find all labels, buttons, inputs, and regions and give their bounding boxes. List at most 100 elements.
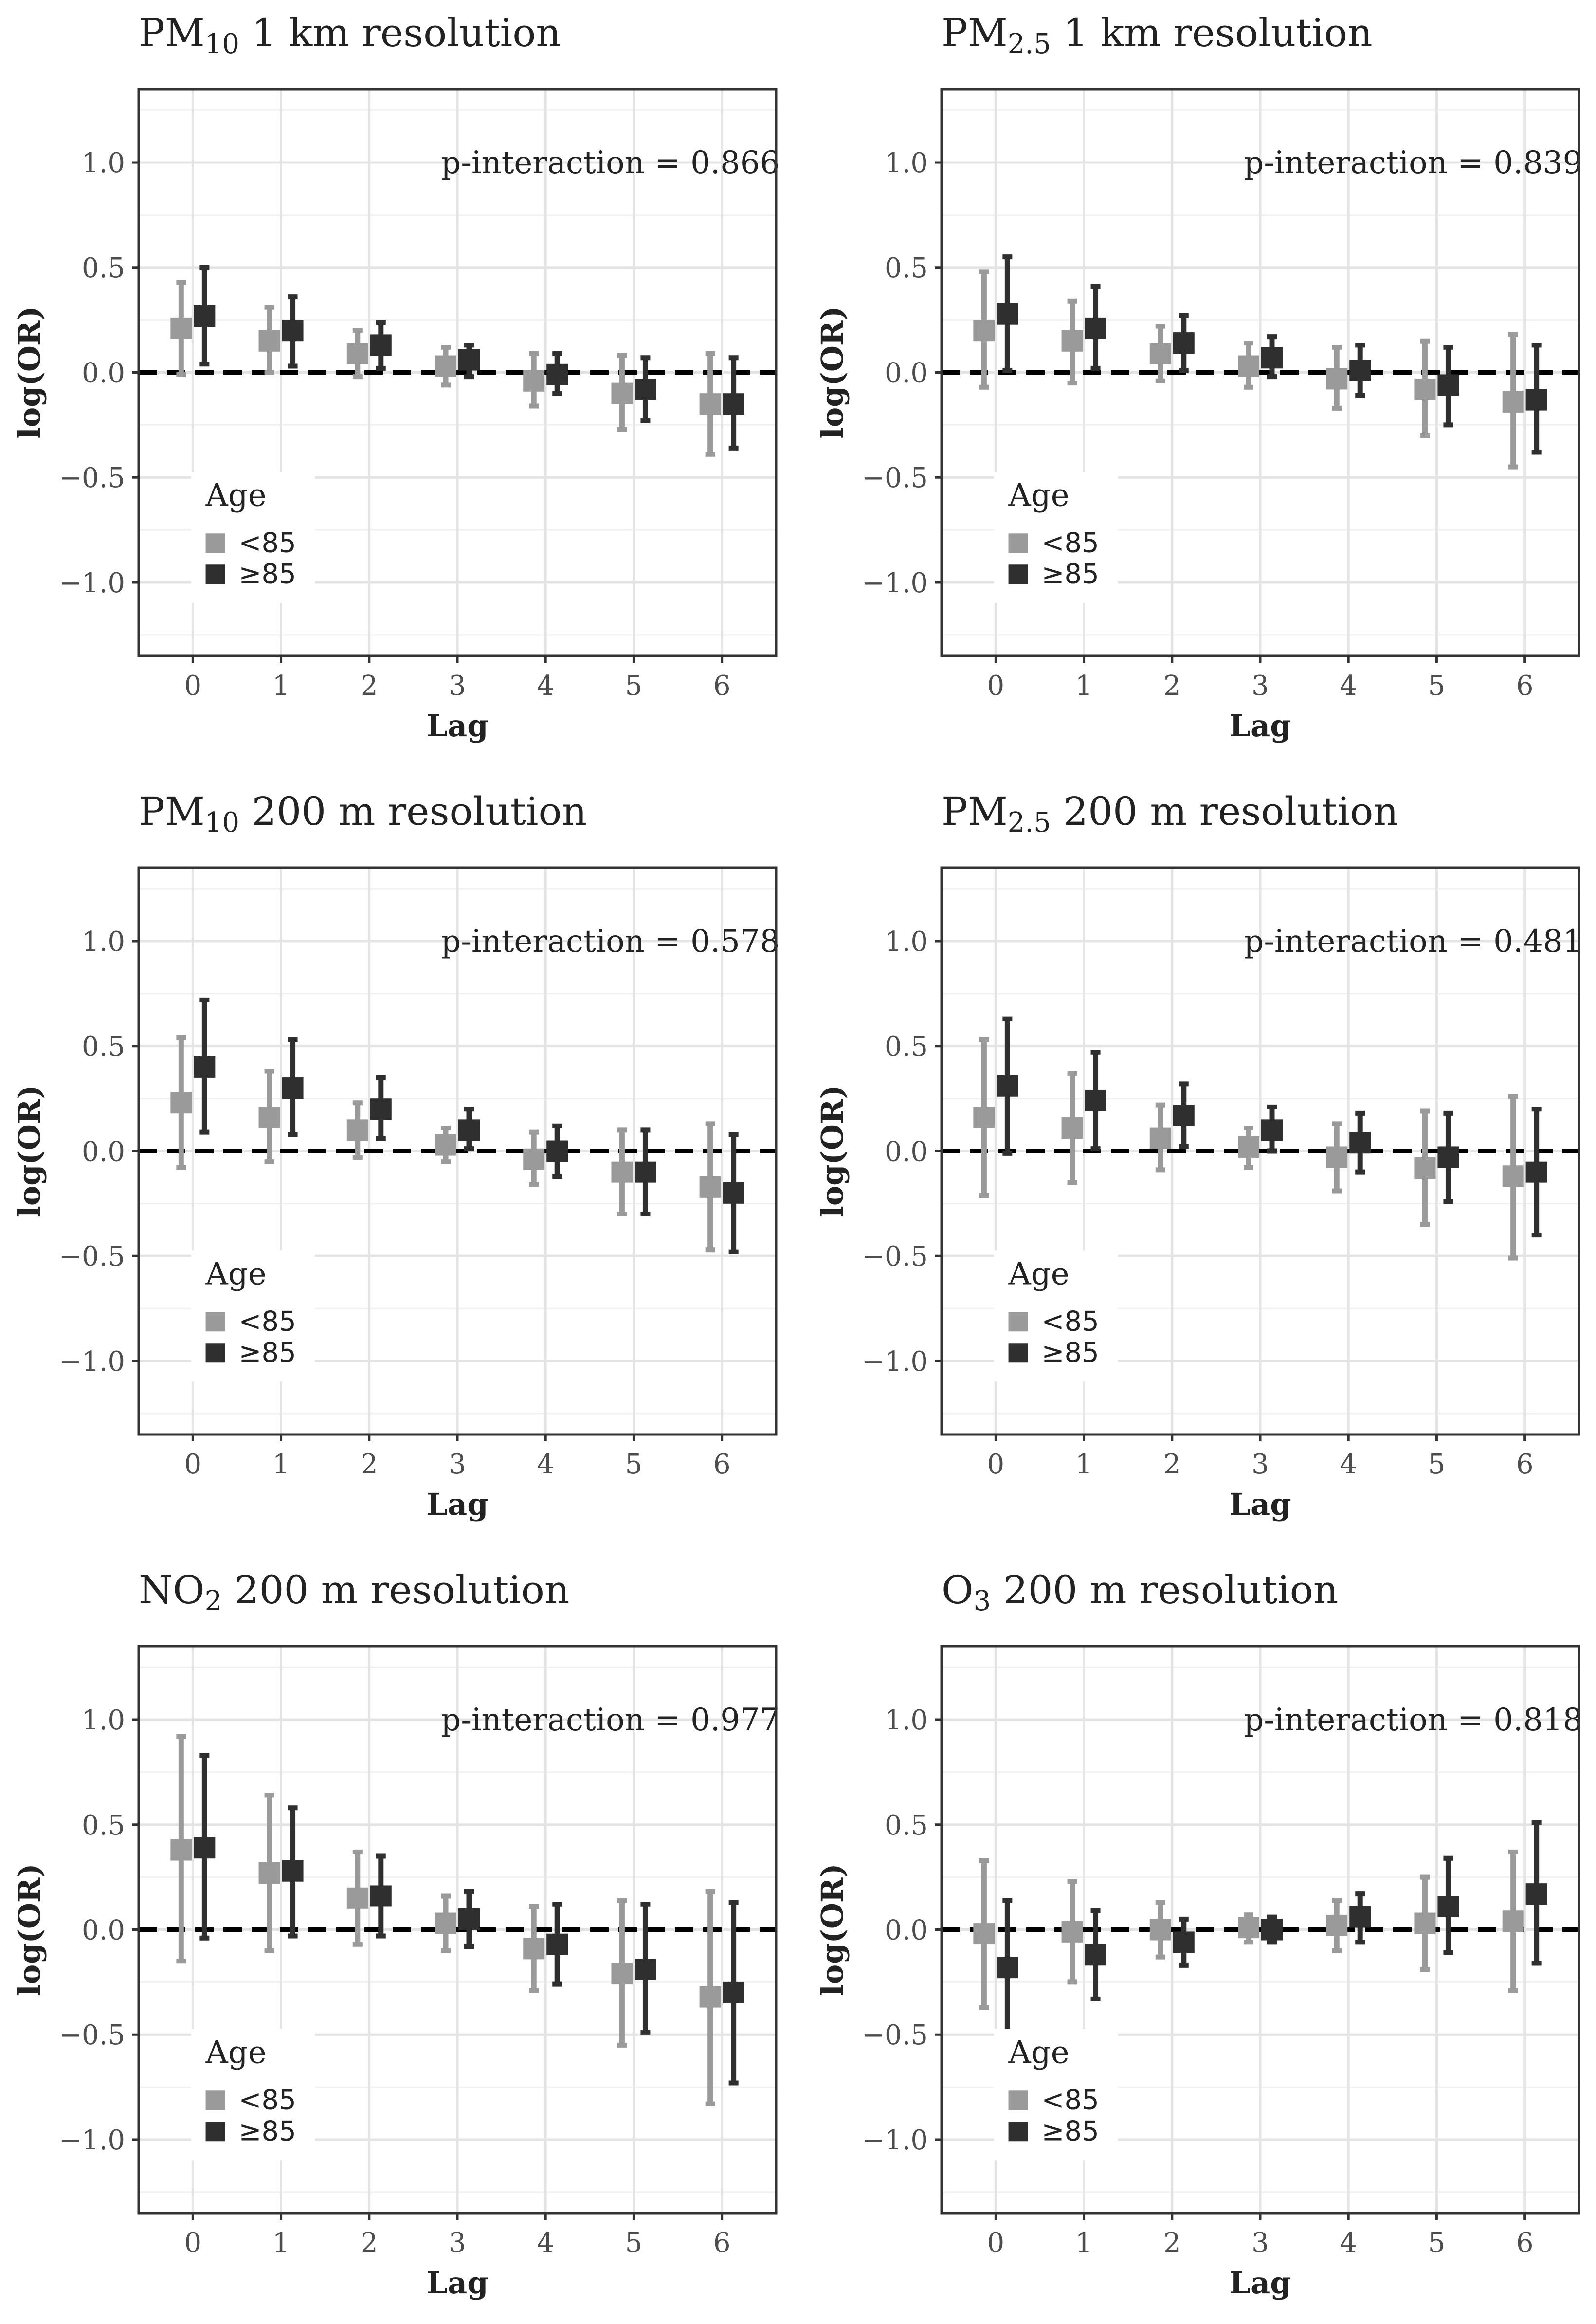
- x-tick-label: 6: [713, 2227, 731, 2259]
- x-tick-label: 5: [625, 2227, 643, 2259]
- y-tick-label: 0.5: [82, 253, 125, 284]
- title-rest: 1 km resolution: [239, 10, 561, 55]
- x-tick-label: 3: [1251, 670, 1269, 702]
- point-estimate: [1437, 1146, 1459, 1168]
- point-estimate: [1349, 1906, 1371, 1928]
- x-tick-label: 1: [272, 670, 290, 702]
- x-tick-label: 6: [713, 1449, 731, 1480]
- legend-key: [205, 2122, 225, 2142]
- y-tick-label: −1.0: [862, 567, 928, 599]
- point-estimate: [997, 1075, 1018, 1097]
- point-estimate: [523, 370, 545, 392]
- y-tick-label: 1.0: [82, 1705, 125, 1736]
- title-subscript: 2.5: [1008, 28, 1051, 60]
- point-estimate: [458, 349, 480, 371]
- y-tick-label: −1.0: [59, 2124, 125, 2156]
- y-tick-label: −0.5: [59, 1241, 125, 1272]
- point-estimate: [723, 1981, 744, 2003]
- point-estimate: [258, 330, 280, 352]
- y-tick-label: −1.0: [862, 1346, 928, 1378]
- title-subscript: 2: [205, 1585, 222, 1617]
- title-rest: 200 m resolution: [222, 1567, 569, 1613]
- y-tick-label: 0.0: [885, 1915, 928, 1946]
- point-estimate: [635, 1161, 656, 1183]
- y-tick-label: −1.0: [862, 2124, 928, 2156]
- point-estimate: [1173, 332, 1195, 354]
- legend-label: ≥85: [239, 2115, 296, 2147]
- point-estimate: [1502, 1165, 1524, 1187]
- y-axis-title: log(OR): [815, 1085, 850, 1217]
- chart-title: PM2.5 1 km resolution: [942, 10, 1373, 60]
- x-tick-label: 2: [361, 1449, 378, 1480]
- legend-key: [1008, 1312, 1028, 1332]
- point-estimate: [435, 1134, 456, 1156]
- x-tick-label: 4: [537, 1449, 554, 1480]
- title-subscript: 2.5: [1008, 807, 1051, 838]
- point-estimate: [1061, 330, 1083, 352]
- title-main: PM: [942, 10, 1008, 55]
- point-estimate: [1502, 1910, 1524, 1932]
- chart-title: PM10 200 m resolution: [139, 789, 587, 838]
- x-tick-label: 2: [1163, 1449, 1181, 1480]
- x-tick-label: 1: [272, 2227, 290, 2259]
- x-tick-label: 3: [449, 670, 466, 702]
- x-tick-label: 1: [1075, 1449, 1093, 1480]
- x-tick-label: 2: [1163, 2227, 1181, 2259]
- point-estimate: [346, 343, 368, 364]
- point-estimate: [370, 1098, 392, 1120]
- y-tick-label: 0.0: [82, 1915, 125, 1946]
- point-estimate: [1414, 1912, 1436, 1934]
- point-estimate: [723, 1182, 744, 1204]
- legend-label: <85: [239, 527, 296, 559]
- legend-key: [205, 1343, 225, 1363]
- y-tick-label: −0.5: [59, 462, 125, 494]
- x-axis-title: Lag: [426, 708, 488, 744]
- point-estimate: [1525, 1883, 1547, 1905]
- y-tick-label: 1.0: [885, 1705, 928, 1736]
- point-estimate: [523, 1938, 545, 1960]
- point-estimate: [1061, 1117, 1083, 1139]
- x-tick-label: 4: [1340, 1449, 1357, 1480]
- title-rest: 200 m resolution: [1051, 789, 1398, 834]
- p-interaction-label: p-interaction = 0.818: [1244, 1702, 1582, 1738]
- point-estimate: [170, 1839, 192, 1861]
- x-tick-label: 5: [1428, 2227, 1446, 2259]
- y-axis-title: log(OR): [12, 306, 47, 438]
- y-tick-label: 0.5: [885, 1810, 928, 1841]
- chart-title: O3 200 m resolution: [942, 1567, 1338, 1617]
- x-tick-label: 5: [1428, 670, 1446, 702]
- x-tick-label: 4: [537, 670, 554, 702]
- title-main: PM: [139, 10, 205, 55]
- point-estimate: [699, 393, 721, 415]
- point-estimate: [458, 1908, 480, 1930]
- legend-key: [1008, 533, 1028, 553]
- title-rest: 1 km resolution: [1051, 10, 1373, 55]
- x-tick-label: 3: [1251, 1449, 1269, 1480]
- x-tick-label: 5: [1428, 1449, 1446, 1480]
- x-tick-label: 6: [713, 670, 731, 702]
- legend-label: <85: [239, 1306, 296, 1337]
- x-tick-label: 1: [1075, 2227, 1093, 2259]
- chart-panel-3: PM2.5 200 m resolution p-interaction = 0.…: [815, 789, 1582, 1522]
- point-estimate: [346, 1887, 368, 1909]
- y-tick-label: 0.0: [82, 358, 125, 389]
- point-estimate: [546, 363, 568, 385]
- point-estimate: [699, 1176, 721, 1198]
- y-tick-label: 1.0: [82, 926, 125, 958]
- point-estimate: [1349, 1132, 1371, 1154]
- x-tick-label: 2: [361, 2227, 378, 2259]
- point-estimate: [611, 1963, 633, 1985]
- x-tick-label: 3: [449, 2227, 466, 2259]
- x-axis-title: Lag: [426, 1487, 488, 1522]
- point-estimate: [1173, 1931, 1195, 1953]
- p-interaction-label: p-interaction = 0.481: [1244, 924, 1582, 960]
- point-estimate: [1238, 1136, 1259, 1158]
- x-tick-label: 0: [987, 1449, 1005, 1480]
- x-tick-label: 5: [625, 670, 643, 702]
- x-tick-label: 4: [1340, 2227, 1357, 2259]
- title-subscript: 3: [974, 1585, 991, 1617]
- y-tick-label: 1.0: [885, 147, 928, 179]
- point-estimate: [611, 1161, 633, 1183]
